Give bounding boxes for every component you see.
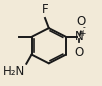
Text: -: -: [83, 24, 86, 33]
Text: N: N: [75, 30, 83, 43]
Text: O: O: [74, 46, 84, 59]
Text: O: O: [77, 15, 86, 28]
Text: H₂N: H₂N: [3, 65, 25, 78]
Text: +: +: [79, 29, 85, 38]
Text: F: F: [42, 3, 48, 16]
